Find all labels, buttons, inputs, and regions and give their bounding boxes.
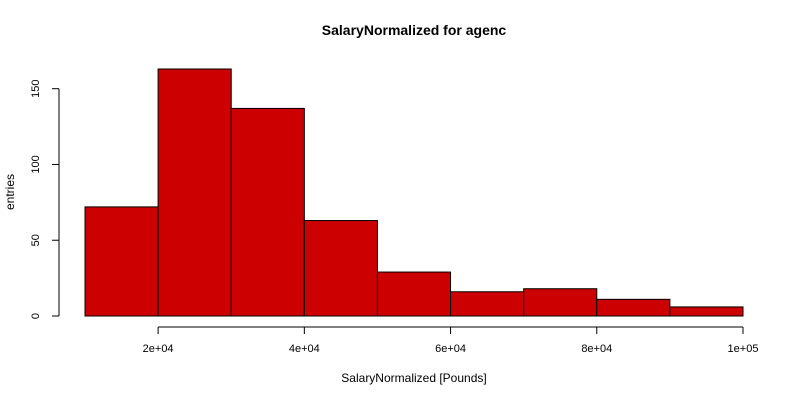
histogram-bar (450, 291, 525, 317)
x-axis-label: SalaryNormalized [Pounds] (341, 371, 486, 385)
y-axis-label: entries (3, 174, 17, 210)
y-tick-label: 150 (30, 80, 42, 98)
bars-group (84, 68, 744, 317)
y-tick-label: 50 (30, 234, 42, 246)
histogram-bar (157, 68, 232, 317)
histogram-bar (669, 306, 744, 317)
y-axis-ticks: 0 50 100 150 (30, 80, 59, 319)
histogram-bar (523, 288, 598, 317)
x-tick-label: 2e+04 (143, 343, 174, 355)
x-tick-label: 6e+04 (435, 343, 466, 355)
histogram-bar (303, 220, 378, 317)
x-tick-label: 4e+04 (289, 343, 320, 355)
histogram-bar (596, 298, 671, 317)
x-tick-label: 1e+05 (728, 343, 759, 355)
chart-title: SalaryNormalized for agenc (322, 22, 507, 38)
histogram-bar (376, 271, 452, 317)
x-tick-label: 8e+04 (581, 343, 612, 355)
x-axis-ticks: 2e+04 4e+04 6e+04 8e+04 1e+05 (143, 327, 759, 355)
y-tick-label: 0 (30, 313, 42, 319)
histogram-bar (230, 107, 305, 317)
histogram-bar (84, 206, 159, 317)
y-tick-label: 100 (30, 155, 42, 173)
